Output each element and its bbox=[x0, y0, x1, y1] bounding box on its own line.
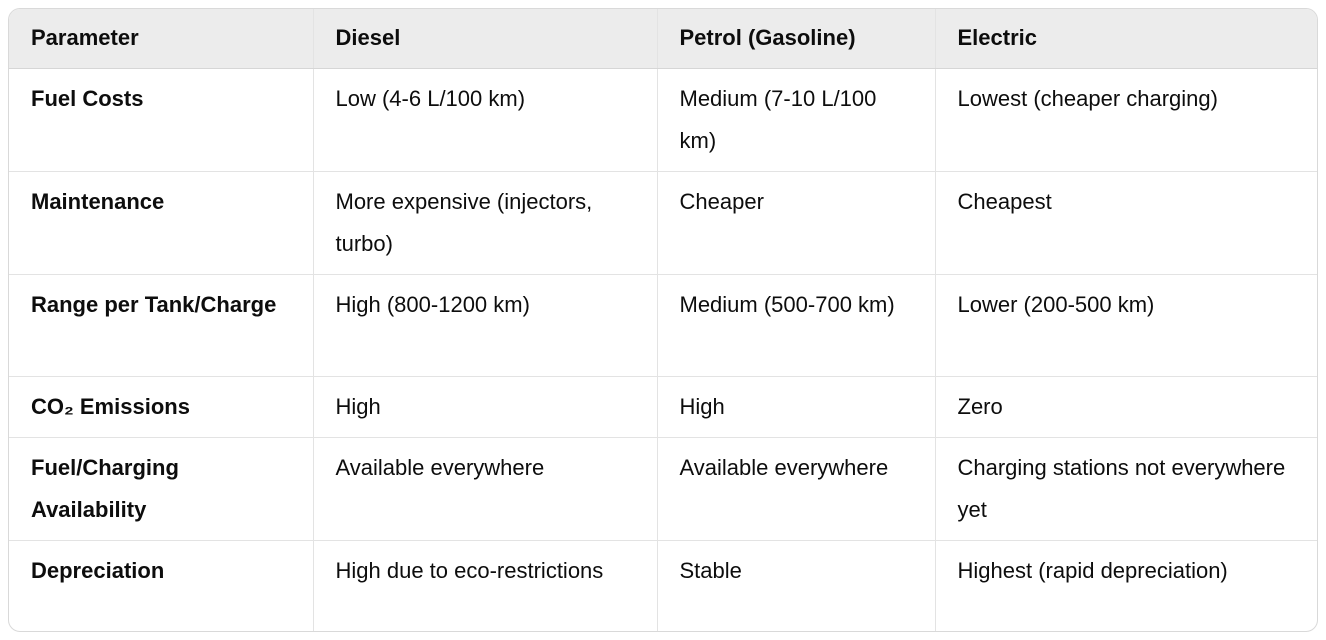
cell-diesel: Low (4-6 L/100 km) bbox=[313, 68, 658, 172]
header-diesel: Diesel bbox=[313, 9, 658, 69]
cell-petrol: Stable bbox=[657, 540, 936, 631]
row-parameter: Maintenance bbox=[9, 171, 314, 275]
cell-diesel: High due to eco-restrictions bbox=[313, 540, 658, 631]
row-parameter: Fuel Costs bbox=[9, 68, 314, 172]
cell-electric: Lower (200-500 km) bbox=[935, 274, 1317, 377]
cell-electric: Lowest (cheaper charging) bbox=[935, 68, 1317, 172]
cell-diesel: High bbox=[313, 376, 658, 438]
cell-electric: Zero bbox=[935, 376, 1317, 438]
cell-diesel: More expensive (injectors, turbo) bbox=[313, 171, 658, 275]
cell-diesel: High (800-1200 km) bbox=[313, 274, 658, 377]
table-row: Range per Tank/Charge High (800-1200 km)… bbox=[9, 274, 1317, 377]
table-row: Maintenance More expensive (injectors, t… bbox=[9, 171, 1317, 275]
cell-electric: Highest (rapid depreciation) bbox=[957, 557, 1228, 583]
table-row: CO₂ Emissions High High Zero bbox=[9, 376, 1317, 438]
row-parameter: Depreciation bbox=[9, 540, 314, 631]
cell-petrol: Medium (7-10 L/100 km) bbox=[657, 68, 936, 172]
row-parameter: CO₂ Emissions bbox=[9, 376, 314, 438]
cell-petrol: Medium (500-700 km) bbox=[657, 274, 936, 377]
cell-petrol: High bbox=[657, 376, 936, 438]
table-header-row: Parameter Diesel Petrol (Gasoline) Elect… bbox=[9, 9, 1317, 69]
header-parameter: Parameter bbox=[9, 9, 314, 69]
cell-diesel: Available everywhere bbox=[313, 437, 658, 541]
cell-petrol: Cheaper bbox=[657, 171, 936, 275]
row-parameter: Fuel/Charging Availability bbox=[9, 437, 314, 541]
table-row: Depreciation High due to eco-restriction… bbox=[9, 540, 1317, 631]
comparison-table-container: Parameter Diesel Petrol (Gasoline) Elect… bbox=[8, 8, 1318, 632]
cell-petrol: Available everywhere bbox=[657, 437, 936, 541]
comparison-table: Parameter Diesel Petrol (Gasoline) Elect… bbox=[9, 9, 1317, 631]
cell-electric: Charging stations not everywhere yet bbox=[935, 437, 1317, 541]
header-petrol: Petrol (Gasoline) bbox=[657, 9, 936, 69]
table-row: Fuel/Charging Availability Available eve… bbox=[9, 437, 1317, 541]
header-electric: Electric bbox=[935, 9, 1317, 69]
table-row: Fuel Costs Low (4-6 L/100 km) Medium (7-… bbox=[9, 68, 1317, 172]
cell-electric: Cheapest bbox=[935, 171, 1317, 275]
row-parameter: Range per Tank/Charge bbox=[9, 274, 314, 377]
